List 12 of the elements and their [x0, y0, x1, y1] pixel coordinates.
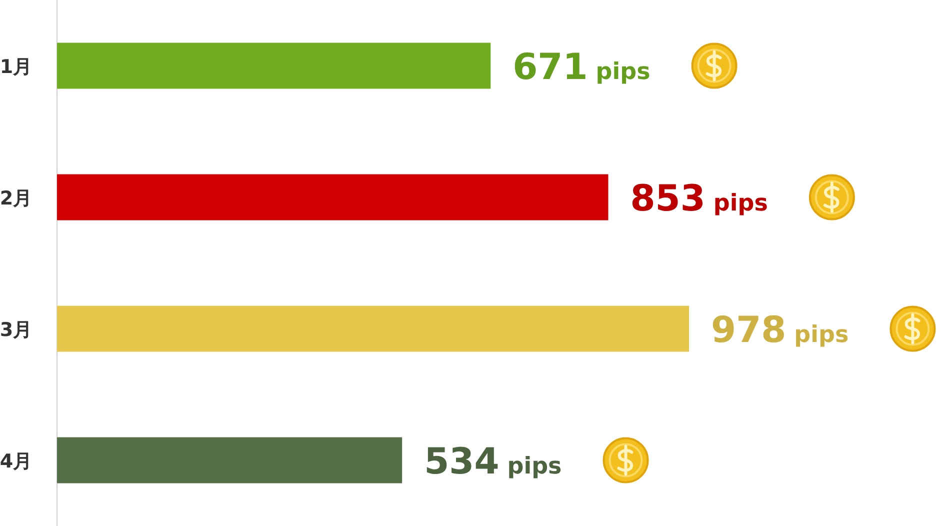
bar	[57, 437, 402, 484]
bar	[57, 174, 608, 220]
data-label: 978 pips	[711, 310, 849, 351]
bar	[57, 42, 491, 89]
y-tick-label: 3月	[0, 318, 32, 341]
y-tick-label: 1月	[0, 56, 32, 78]
data-label: 853 pips	[630, 178, 768, 220]
bar	[57, 306, 690, 352]
y-tick-label: 2月	[0, 187, 32, 210]
data-label: 534 pips	[424, 441, 562, 482]
data-label: 671 pips	[512, 46, 650, 88]
y-tick-label: 4月	[0, 450, 32, 472]
